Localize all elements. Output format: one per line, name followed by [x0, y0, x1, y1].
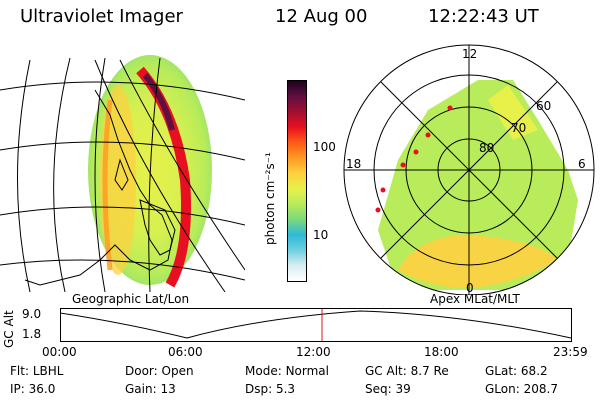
- instrument-title: Ultraviolet Imager: [20, 6, 183, 27]
- status-seq: Seq: 39: [365, 382, 411, 396]
- altitude-ylabel: GC Alt: [2, 310, 16, 348]
- status-dsp: Dsp: 5.3: [245, 382, 296, 396]
- mlt-label-18: 18: [346, 157, 361, 171]
- xtick-1800: 18:00: [424, 345, 459, 359]
- xtick-1200: 12:00: [296, 345, 331, 359]
- status-gain: Gain: 13: [125, 382, 176, 396]
- geo-panel-label: Geographic Lat/Lon: [72, 292, 190, 306]
- polar-panel: 12 18 6 0 60 70 80: [343, 44, 595, 295]
- mlt-label-6: 6: [578, 157, 586, 171]
- observation-time: 12:22:43 UT: [428, 6, 539, 27]
- status-mode: Mode: Normal: [245, 364, 329, 378]
- mlt-label-12: 12: [462, 47, 477, 61]
- geographic-image-panel: [0, 55, 245, 292]
- geo-graticule: [0, 57, 245, 292]
- altitude-curve: [60, 310, 572, 339]
- xtick-0000: 00:00: [42, 345, 77, 359]
- altitude-ytick-9: 9.0: [22, 307, 42, 321]
- xtick-0600: 06:00: [168, 345, 203, 359]
- altitude-plot: [60, 308, 572, 342]
- colorbar-tick-100: 100: [313, 140, 336, 154]
- altitude-ytick-1_8: 1.8: [22, 327, 42, 341]
- observation-date: 12 Aug 00: [275, 6, 368, 27]
- lat-label-60: 60: [536, 99, 551, 113]
- status-ip: IP: 36.0: [10, 382, 56, 396]
- colorbar-unit-label: photon cm⁻²s⁻¹: [263, 152, 277, 245]
- xtick-2359: 23:59: [553, 345, 588, 359]
- status-glon: GLon: 208.7: [485, 382, 558, 396]
- status-flt: Flt: LBHL: [10, 364, 64, 378]
- colorbar: [287, 80, 307, 282]
- status-glat: GLat: 68.2: [485, 364, 548, 378]
- mlt-label-0: 0: [466, 281, 474, 295]
- lat-label-70: 70: [511, 121, 526, 135]
- lat-label-80: 80: [479, 141, 494, 155]
- polar-grid: [343, 44, 595, 295]
- status-gc-alt: GC Alt: 8.7 Re: [365, 364, 449, 378]
- polar-panel-label: Apex MLat/MLT: [430, 292, 520, 306]
- coastline: [24, 89, 173, 286]
- colorbar-tick-10: 10: [313, 228, 329, 242]
- status-door: Door: Open: [125, 364, 194, 378]
